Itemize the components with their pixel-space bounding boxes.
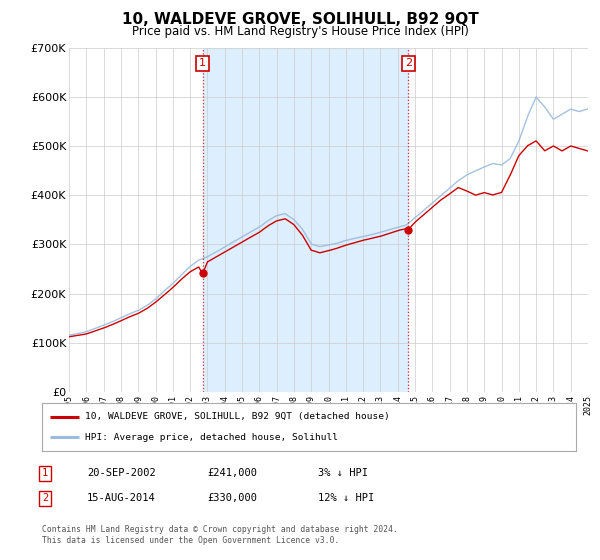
Text: £330,000: £330,000 [207, 493, 257, 503]
Text: Contains HM Land Registry data © Crown copyright and database right 2024.
This d: Contains HM Land Registry data © Crown c… [42, 525, 398, 545]
Text: 10, WALDEVE GROVE, SOLIHULL, B92 9QT: 10, WALDEVE GROVE, SOLIHULL, B92 9QT [122, 12, 478, 27]
Text: 1: 1 [42, 468, 48, 478]
Text: HPI: Average price, detached house, Solihull: HPI: Average price, detached house, Soli… [85, 433, 338, 442]
Text: £241,000: £241,000 [207, 468, 257, 478]
Text: Price paid vs. HM Land Registry's House Price Index (HPI): Price paid vs. HM Land Registry's House … [131, 25, 469, 38]
Text: 20-SEP-2002: 20-SEP-2002 [87, 468, 156, 478]
Text: 12% ↓ HPI: 12% ↓ HPI [318, 493, 374, 503]
Bar [203, 48, 409, 392]
Text: 10, WALDEVE GROVE, SOLIHULL, B92 9QT (detached house): 10, WALDEVE GROVE, SOLIHULL, B92 9QT (de… [85, 412, 389, 421]
Text: 2: 2 [405, 58, 412, 68]
Text: 15-AUG-2014: 15-AUG-2014 [87, 493, 156, 503]
Text: 3% ↓ HPI: 3% ↓ HPI [318, 468, 368, 478]
Text: 1: 1 [199, 58, 206, 68]
Text: 2: 2 [42, 493, 48, 503]
